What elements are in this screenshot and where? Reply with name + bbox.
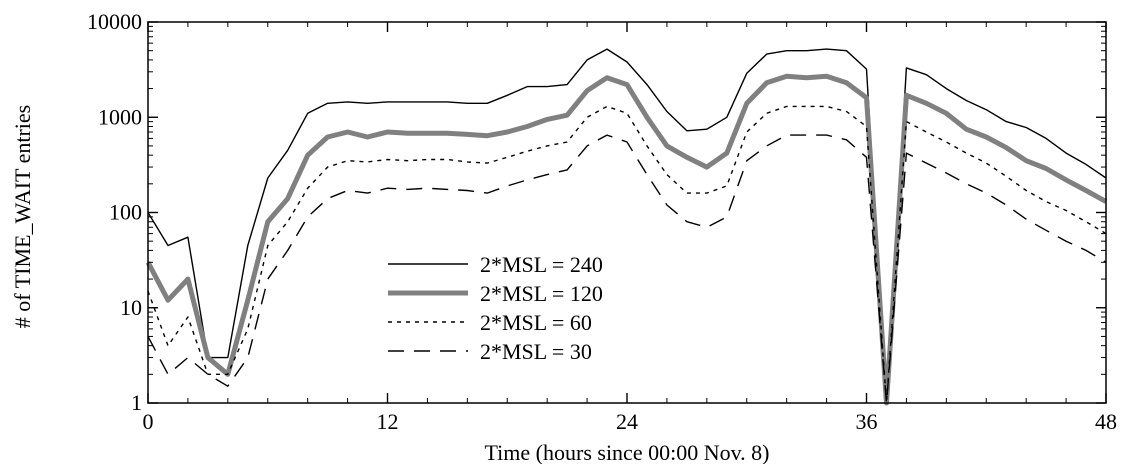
legend-label-60: 2*MSL = 60 — [480, 310, 592, 335]
y-tick-label: 1 — [131, 390, 142, 415]
legend-label-240: 2*MSL = 240 — [480, 252, 603, 277]
series-line-30 — [147, 134, 1107, 404]
x-axis-title: Time (hours since 00:00 Nov. 8) — [485, 440, 770, 464]
series-line-120 — [145, 73, 1108, 406]
plot-frame — [147, 21, 1107, 404]
x-tick-label: 36 — [856, 409, 878, 434]
y-tick-label: 10 — [120, 295, 142, 320]
axis-tick-labels: 0 12 24 36 48 1 10 100 1000 10000 — [87, 9, 1117, 434]
y-tick-label: 100 — [109, 200, 142, 225]
x-tick-label: 48 — [1095, 409, 1117, 434]
axis-ticks — [147, 21, 1107, 404]
x-tick-label: 24 — [616, 409, 638, 434]
x-tick-label: 12 — [377, 409, 399, 434]
series-line-60 — [147, 105, 1107, 404]
y-tick-label: 1000 — [98, 104, 142, 129]
plot-lines — [145, 48, 1108, 406]
series-line-240 — [147, 48, 1107, 404]
x-tick-label: 0 — [143, 409, 154, 434]
y-tick-label: 10000 — [87, 9, 142, 34]
legend: 2*MSL = 240 2*MSL = 120 2*MSL = 60 2*MSL… — [388, 252, 603, 364]
legend-label-120: 2*MSL = 120 — [480, 281, 603, 306]
y-axis-title: # of TIME_WAIT entries — [10, 105, 35, 328]
legend-label-30: 2*MSL = 30 — [480, 339, 592, 364]
